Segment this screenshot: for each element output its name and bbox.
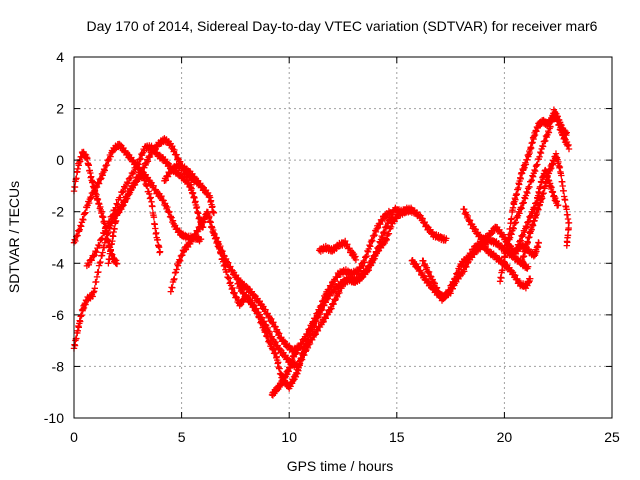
series-arc-11 (268, 345, 301, 399)
data-point-markers (105, 169, 205, 267)
x-tick-label: 15 (389, 429, 405, 445)
y-tick-label: -6 (52, 307, 65, 323)
chart-title: Day 170 of 2014, Sidereal Day-to-day VTE… (87, 18, 598, 34)
plot-frame (73, 56, 613, 419)
y-tick-label: -10 (44, 410, 64, 426)
x-tick-label: 20 (497, 429, 513, 445)
y-tick-label: 4 (56, 49, 64, 65)
data-point-markers (518, 150, 573, 267)
series-arc-14 (419, 238, 534, 304)
series-arc-5 (105, 169, 205, 267)
y-tick-label: -2 (52, 204, 65, 220)
y-tick-label: -8 (52, 358, 65, 374)
data-point-markers (419, 238, 534, 304)
series-arc-17 (501, 106, 570, 257)
series-arc-10 (234, 204, 416, 392)
data-point-markers (501, 106, 570, 257)
data-point-markers (167, 208, 224, 295)
data-point-markers (268, 345, 301, 399)
series-arc-12 (316, 237, 360, 264)
x-tick-label: 10 (281, 429, 297, 445)
data-point-markers (234, 204, 416, 392)
x-tick-label: 5 (178, 429, 186, 445)
data-marks (70, 106, 573, 399)
y-tick-label: -4 (52, 255, 65, 271)
series-arc-18 (518, 150, 573, 267)
series-arc-8 (212, 207, 394, 355)
x-tick-label: 25 (604, 429, 620, 445)
x-axis-title: GPS time / hours (287, 458, 394, 474)
y-axis-title: SDTVAR / TECUs (6, 181, 22, 293)
data-point-markers (212, 207, 394, 355)
data-point-markers (161, 160, 218, 217)
x-tick-label: 0 (70, 429, 78, 445)
data-point-markers (514, 166, 562, 251)
axis-ticks (73, 56, 613, 419)
data-point-markers (316, 237, 360, 264)
series-arc-7 (161, 160, 218, 217)
y-tick-label: 0 (56, 152, 64, 168)
y-tick-label: 2 (56, 101, 64, 117)
series-arc-6 (167, 208, 224, 295)
series-arc-19 (514, 166, 562, 251)
